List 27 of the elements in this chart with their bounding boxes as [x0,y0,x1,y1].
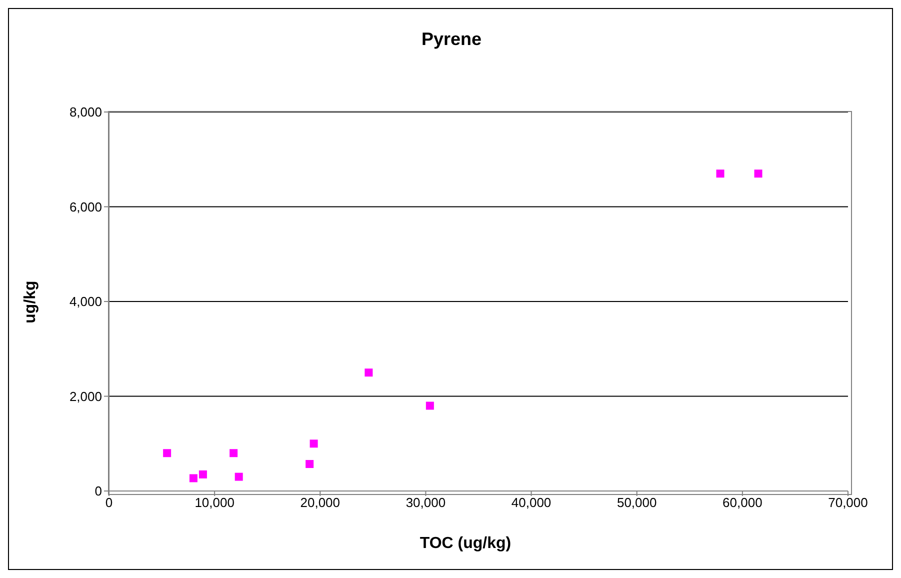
y-tick-label: 8,000 [69,104,102,120]
chart-title: Pyrene [420,29,483,50]
x-tick-label: 40,000 [511,495,552,510]
point [306,460,314,468]
x-tick-label: 0 [105,495,113,510]
y-tick-label: 0 [94,484,102,499]
x-tick-label: 70,000 [828,495,868,510]
x-tick-label: 20,000 [300,495,340,510]
point [189,474,198,482]
y-axis-title: ug/kg [22,279,40,325]
x-axis-title: TOC (ug/kg) [418,535,512,553]
x-tick-label: 50,000 [616,495,657,510]
point [163,449,172,458]
x-tick-label: 60,000 [722,495,762,510]
y-tick-label: 6,000 [69,199,102,214]
point [716,170,724,178]
y-tick-label: 4,000 [69,294,102,310]
point [364,368,373,377]
x-tick-label: 10,000 [194,495,234,510]
y-tick-label: 2,000 [69,388,102,404]
point [198,470,207,478]
x-tick-label: 30,000 [406,495,446,510]
point [234,472,243,481]
point [230,449,238,458]
point [426,402,434,410]
point [754,170,762,178]
point [310,440,318,448]
